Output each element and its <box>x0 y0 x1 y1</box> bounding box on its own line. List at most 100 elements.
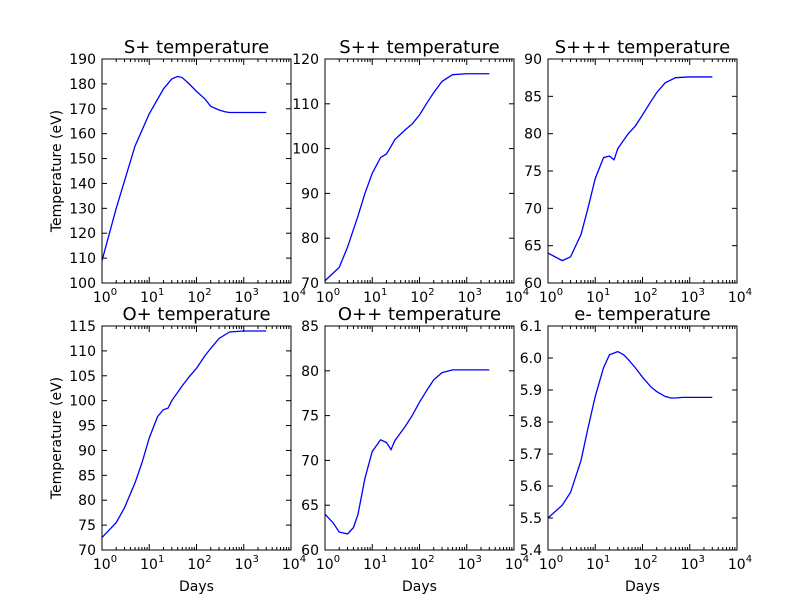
subplot-3: 60 65 70 75 80 85 90 100 101 102 103 104 S+++ temper… <box>524 37 752 306</box>
x-tick-label: 103 <box>235 554 259 573</box>
y-tick-label: 70 <box>524 201 542 217</box>
x-tick-label: 104 <box>728 287 752 306</box>
y-tick-label: 5.5 <box>520 511 542 527</box>
x-tick-label: 103 <box>235 287 259 306</box>
y-tick-label: 85 <box>301 319 319 335</box>
y-tick-label: 150 <box>69 152 96 168</box>
y-tick-label: 100 <box>69 276 96 292</box>
y-tick-label: 105 <box>69 369 96 385</box>
x-tick-label: 103 <box>681 287 705 306</box>
y-tick-label: 170 <box>69 102 96 118</box>
plot-frame <box>101 325 292 551</box>
x-tick-label: 100 <box>93 287 117 306</box>
y-tick-label: 190 <box>69 52 96 68</box>
x-tick-label: 101 <box>586 287 610 306</box>
y-tick-label: 5.6 <box>520 479 542 495</box>
y-tick-label: 80 <box>78 493 96 509</box>
y-tick-label: 6.1 <box>520 319 542 335</box>
y-tick-label: 120 <box>69 226 96 242</box>
series-line <box>547 350 713 519</box>
y-tick-label: 75 <box>301 409 319 425</box>
x-tick-label: 104 <box>505 554 529 573</box>
subplot-title: S+ temperature <box>124 37 269 58</box>
x-tick-label: 101 <box>140 287 164 306</box>
x-tick-label: 100 <box>316 554 340 573</box>
y-tick-label: 130 <box>69 201 96 217</box>
subplot-2: 70 80 90 100 110 120 100 101 102 103 104 S++ temper… <box>292 37 529 306</box>
y-tick-label: 6.0 <box>520 351 542 367</box>
y-tick-label: 110 <box>69 251 96 267</box>
y-tick-label: 70 <box>301 453 319 469</box>
x-tick-label: 102 <box>410 554 434 573</box>
y-tick-label: 100 <box>292 142 319 158</box>
x-tick-label: 101 <box>363 287 387 306</box>
y-tick-label: 65 <box>301 498 319 514</box>
y-tick-label: 115 <box>69 319 96 335</box>
y-tick-label: 5.9 <box>520 383 542 399</box>
plot-frame <box>324 325 515 551</box>
subplot-4: 70 75 80 85 90 95 100 105 110 115 100 101 102 103 104 O… <box>49 304 306 595</box>
x-tick-label: 103 <box>458 287 482 306</box>
y-tick-label: 100 <box>69 394 96 410</box>
x-tick-label: 104 <box>728 554 752 573</box>
y-tick-label: 180 <box>69 77 96 93</box>
series-line <box>324 73 490 282</box>
x-tick-label: 100 <box>93 554 117 573</box>
x-tick-label: 103 <box>681 554 705 573</box>
x-tick-label: 102 <box>187 287 211 306</box>
y-tick-label: 85 <box>524 89 542 105</box>
plot-frame <box>547 58 738 284</box>
y-tick-label: 60 <box>301 543 319 559</box>
series-line <box>101 330 267 539</box>
x-tick-label: 100 <box>316 287 340 306</box>
y-tick-label: 120 <box>292 52 319 68</box>
x-tick-label: 104 <box>282 287 306 306</box>
x-tick-label: 102 <box>633 554 657 573</box>
x-axis-label: Days <box>179 579 214 595</box>
y-tick-label: 75 <box>78 518 96 534</box>
subplot-title: S+++ temperature <box>555 37 731 58</box>
y-tick-label: 5.4 <box>520 543 542 559</box>
y-tick-label: 110 <box>292 97 319 113</box>
subplot-1: 100 110 120 130 140 150 160 170 180 190 100 101 102 1… <box>49 37 306 306</box>
y-tick-label: 80 <box>301 364 319 380</box>
subplot-title: O++ temperature <box>338 304 501 325</box>
plot-frame <box>547 325 738 551</box>
x-tick-label: 101 <box>586 554 610 573</box>
y-tick-label: 85 <box>78 468 96 484</box>
y-tick-label: 60 <box>524 276 542 292</box>
plot-frame <box>324 58 515 284</box>
y-tick-label: 5.7 <box>520 447 542 463</box>
x-tick-label: 101 <box>140 554 164 573</box>
x-tick-label: 104 <box>282 554 306 573</box>
plot-frame <box>101 58 292 284</box>
subplot-title: S++ temperature <box>339 37 499 58</box>
y-tick-label: 160 <box>69 127 96 143</box>
x-tick-label: 102 <box>633 287 657 306</box>
x-tick-label: 103 <box>458 554 482 573</box>
y-axis-label: Temperature (eV) <box>49 110 65 233</box>
y-tick-label: 95 <box>78 419 96 435</box>
y-axis-label: Temperature (eV) <box>49 377 65 500</box>
y-tick-label: 80 <box>301 231 319 247</box>
x-tick-label: 100 <box>539 287 563 306</box>
y-tick-label: 80 <box>524 127 542 143</box>
x-tick-label: 102 <box>187 554 211 573</box>
subplot-6: 5.4 5.5 5.6 5.7 5.8 5.9 6.0 6.1 100 101 102 103 104 e… <box>520 304 752 595</box>
series-line <box>324 369 490 535</box>
x-tick-label: 104 <box>505 287 529 306</box>
subplot-5: 60 65 70 75 80 85 100 101 102 103 104 O++ temperatu… <box>301 304 529 595</box>
y-tick-label: 5.8 <box>520 415 542 431</box>
x-axis-label: Days <box>402 579 437 595</box>
y-tick-label: 75 <box>524 164 542 180</box>
y-tick-label: 90 <box>524 52 542 68</box>
x-tick-label: 102 <box>410 287 434 306</box>
y-tick-label: 110 <box>69 344 96 360</box>
x-tick-label: 101 <box>363 554 387 573</box>
x-axis-label: Days <box>625 579 660 595</box>
y-tick-label: 70 <box>301 276 319 292</box>
subplot-title: e- temperature <box>574 304 710 325</box>
subplot-title: O+ temperature <box>122 304 270 325</box>
y-tick-label: 140 <box>69 176 96 192</box>
